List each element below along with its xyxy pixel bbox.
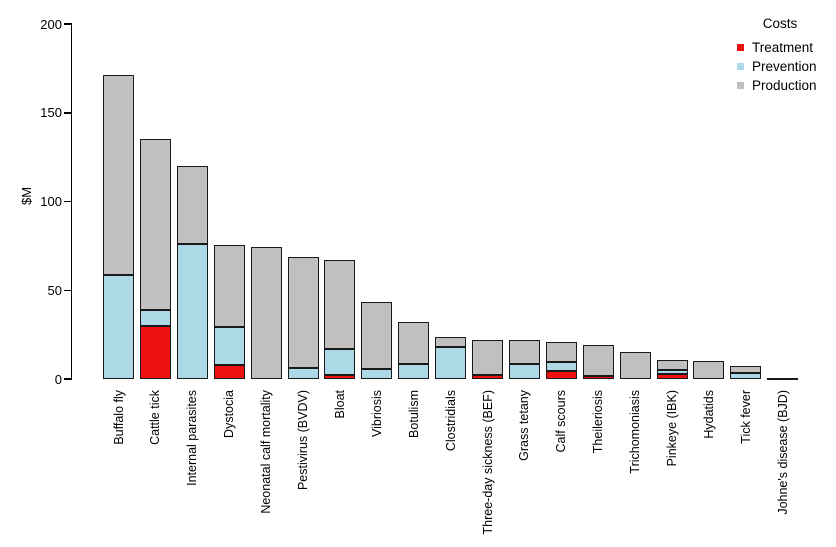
x-tick-label: Buffalo fly xyxy=(111,390,126,445)
y-tick-mark xyxy=(63,112,71,114)
bar-segment-production xyxy=(361,301,393,370)
bar-segment-production xyxy=(250,246,282,379)
bar-segment-production xyxy=(213,244,245,327)
legend-title: Costs xyxy=(762,16,798,31)
bar-segment-prevention xyxy=(361,369,393,379)
bar-segment-prevention xyxy=(176,244,208,379)
y-axis-line xyxy=(70,23,72,380)
y-tick-label: 100 xyxy=(40,194,62,209)
bar-segment-production xyxy=(508,339,540,364)
legend-item-production: Production xyxy=(728,76,828,95)
bar-segment-production xyxy=(472,339,503,376)
bar-segment-prevention xyxy=(213,326,245,365)
y-tick-mark xyxy=(63,23,71,25)
x-tick-label: Tick fever xyxy=(738,390,753,444)
legend-label: Prevention xyxy=(752,59,817,74)
y-tick-label: 0 xyxy=(54,371,62,387)
x-tick-label: Bloat xyxy=(332,390,347,419)
bar-segment-production xyxy=(730,366,762,373)
bar-segment-prevention xyxy=(139,309,171,326)
y-tick-mark xyxy=(63,200,71,203)
x-tick-label: Vibriosis xyxy=(369,390,384,438)
x-tick-label: Calf scours xyxy=(554,390,569,453)
x-tick-label: Clostridials xyxy=(443,390,458,452)
x-tick-label: Pestivirus (BVDV) xyxy=(296,390,310,491)
legend-item-prevention: Prevention xyxy=(728,57,828,76)
bar-segment-treatment xyxy=(213,364,245,379)
x-tick-label: Johne's disease (BJD) xyxy=(775,390,790,515)
x-tick-label: Trichomoniasis xyxy=(628,390,643,474)
legend-swatch-production xyxy=(737,82,744,89)
x-tick-label: Pinkeye (IBK) xyxy=(665,390,679,467)
legend-swatch-prevention xyxy=(737,63,744,70)
x-tick-label: Three-day sickness (BEF) xyxy=(480,390,495,535)
bar-segment-treatment xyxy=(139,325,171,379)
bar-segment-prevention xyxy=(324,348,356,375)
bar-segment-treatment xyxy=(656,374,688,379)
bar-segment-production xyxy=(693,360,725,379)
x-tick-label: Hydatids xyxy=(701,390,716,439)
bar-segment-production xyxy=(435,336,467,348)
y-tick-label: 150 xyxy=(40,105,62,121)
x-tick-label: Cattle tick xyxy=(148,390,163,445)
bar-segment-treatment xyxy=(324,374,356,379)
bar-segment-production xyxy=(287,256,319,369)
bar-segment-prevention xyxy=(287,368,319,379)
legend: Costs Treatment Prevention Production xyxy=(728,16,828,95)
x-tick-label: Grass tetany xyxy=(517,390,532,461)
bar-segment-prevention xyxy=(103,275,134,379)
bar-segment-treatment xyxy=(472,375,503,379)
bar-segment-production xyxy=(324,259,356,349)
legend-label: Production xyxy=(752,78,817,93)
bar-segment-treatment xyxy=(582,376,614,379)
bar-segment-prevention xyxy=(398,364,430,379)
y-tick-mark xyxy=(63,289,71,291)
bar-segment-prevention xyxy=(435,347,467,379)
bar-segment-production xyxy=(545,341,577,362)
x-tick-label: Botulism xyxy=(406,390,421,438)
bar-segment-production xyxy=(139,139,171,310)
bar-segment-production xyxy=(656,360,688,370)
bar-segment-prevention xyxy=(545,361,577,371)
x-tick-label: Dystocia xyxy=(222,390,237,438)
bar-segment-production xyxy=(767,377,799,380)
bar-segment-prevention xyxy=(508,363,540,379)
legend-label: Treatment xyxy=(752,40,814,55)
bar-segment-prevention xyxy=(656,369,688,375)
legend-swatch-treatment xyxy=(737,44,744,51)
bar-segment-production xyxy=(176,166,208,245)
bar-segment-production xyxy=(619,352,651,379)
x-tick-label: Theileriosis xyxy=(591,390,606,454)
bar-segment-prevention xyxy=(730,372,762,379)
x-tick-label: Internal parasites xyxy=(185,390,200,486)
x-tick-label: Neonatal calf mortality xyxy=(259,390,274,514)
y-tick-mark xyxy=(63,378,71,380)
bar-segment-production xyxy=(398,322,430,365)
y-tick-label: 50 xyxy=(47,282,62,298)
legend-items: Treatment Prevention Production xyxy=(728,38,828,95)
bar-segment-production xyxy=(103,74,134,276)
legend-item-treatment: Treatment xyxy=(728,38,828,57)
bar-segment-treatment xyxy=(545,371,577,379)
y-tick-label: 200 xyxy=(40,16,62,32)
bar-segment-production xyxy=(582,345,614,377)
